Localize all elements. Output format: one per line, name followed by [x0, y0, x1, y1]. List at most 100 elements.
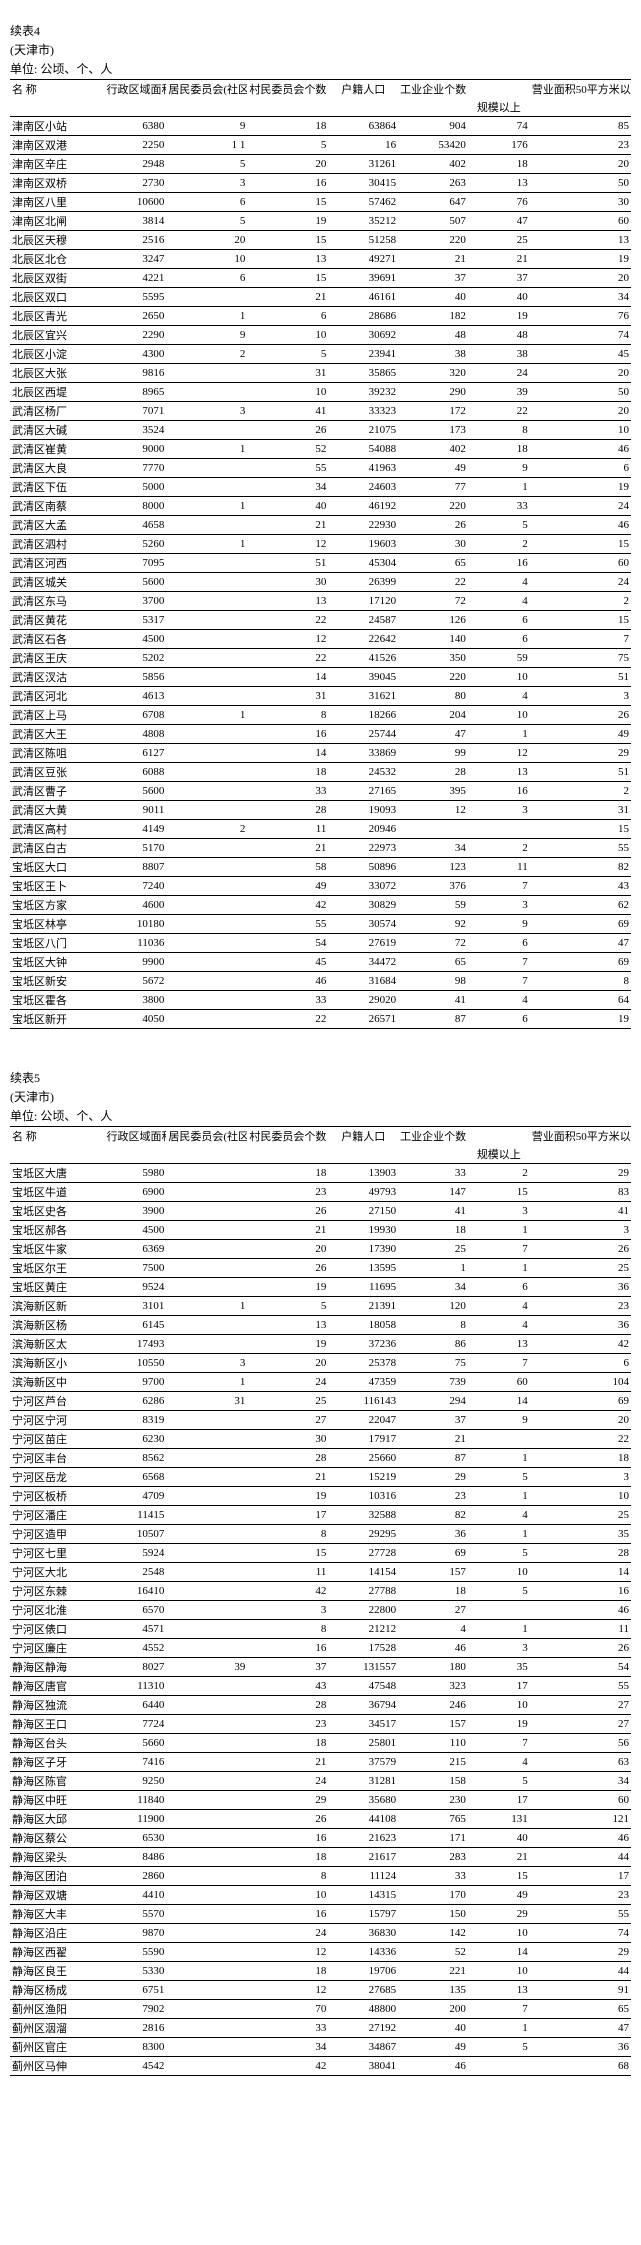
row-value: 10 [468, 668, 530, 687]
table-row: 武清区豆张60881824532281351 [10, 763, 631, 782]
row-value: 87 [398, 1010, 468, 1029]
row-name: 蓟州区官庄 [10, 2038, 105, 2057]
row-value: 51258 [328, 231, 398, 250]
row-value: 8 [398, 1316, 468, 1335]
row-value: 7 [468, 953, 530, 972]
row-value: 8486 [105, 1848, 167, 1867]
row-value: 402 [398, 440, 468, 459]
table-row: 北辰区天穆25162015512582202513 [10, 231, 631, 250]
row-name: 津南区八里 [10, 193, 105, 212]
row-value: 55 [530, 1905, 631, 1924]
row-value [166, 592, 247, 611]
row-value: 7770 [105, 459, 167, 478]
row-value: 46 [530, 440, 631, 459]
row-value: 15 [247, 231, 328, 250]
row-value [166, 1221, 247, 1240]
table-row: 津南区北闸3814519352125074760 [10, 212, 631, 231]
row-value: 20 [530, 155, 631, 174]
row-value: 15797 [328, 1905, 398, 1924]
row-name: 宁河区芦台 [10, 1392, 105, 1411]
column-header: 户籍人口 [328, 1127, 398, 1146]
row-name: 武清区大黄 [10, 801, 105, 820]
row-value: 6568 [105, 1468, 167, 1487]
row-value: 25 [468, 231, 530, 250]
row-value: 34 [398, 1278, 468, 1297]
table-row: 北辰区双街422161539691373720 [10, 269, 631, 288]
row-value: 40 [398, 2019, 468, 2038]
row-value: 35680 [328, 1791, 398, 1810]
column-header: 居民委员会(社区)个数 [166, 1127, 247, 1146]
table-row: 静海区梁头848618216172832144 [10, 1848, 631, 1867]
row-value: 16 [247, 174, 328, 193]
row-value: 3 [166, 402, 247, 421]
column-subheader [247, 1145, 328, 1164]
row-value: 21075 [328, 421, 398, 440]
row-value: 29 [530, 1943, 631, 1962]
row-value: 320 [398, 364, 468, 383]
row-value: 40 [468, 288, 530, 307]
row-name: 宝坻区黄庄 [10, 1278, 105, 1297]
row-value: 51 [530, 763, 631, 782]
row-value: 13903 [328, 1164, 398, 1183]
row-value: 29 [398, 1468, 468, 1487]
row-value [166, 763, 247, 782]
row-value: 35865 [328, 364, 398, 383]
row-value: 36 [530, 2038, 631, 2057]
row-value: 7071 [105, 402, 167, 421]
row-name: 武清区南蔡 [10, 497, 105, 516]
row-value: 24 [530, 497, 631, 516]
row-value: 2 [166, 345, 247, 364]
row-value: 4542 [105, 2057, 167, 2076]
row-value: 48 [398, 326, 468, 345]
row-value: 8319 [105, 1411, 167, 1430]
row-value: 4050 [105, 1010, 167, 1029]
row-value: 22 [247, 1010, 328, 1029]
row-value: 6145 [105, 1316, 167, 1335]
row-value: 150 [398, 1905, 468, 1924]
row-value: 4613 [105, 687, 167, 706]
row-value: 323 [398, 1677, 468, 1696]
row-value: 31 [247, 364, 328, 383]
row-value: 21 [468, 250, 530, 269]
row-value: 3900 [105, 1202, 167, 1221]
row-value: 26399 [328, 573, 398, 592]
row-value: 74 [468, 117, 530, 136]
row-name: 北辰区北仓 [10, 250, 105, 269]
row-value: 34867 [328, 2038, 398, 2057]
row-value: 42 [247, 1582, 328, 1601]
row-value: 5980 [105, 1164, 167, 1183]
row-value: 49 [398, 459, 468, 478]
row-value: 4571 [105, 1620, 167, 1639]
row-value: 17493 [105, 1335, 167, 1354]
row-value: 7 [468, 972, 530, 991]
row-value: 39 [468, 383, 530, 402]
row-name: 北辰区天穆 [10, 231, 105, 250]
row-value: 8 [247, 706, 328, 725]
row-value: 46 [247, 972, 328, 991]
row-value: 25 [398, 1240, 468, 1259]
table-row: 宁河区廉庄4552161752846326 [10, 1639, 631, 1658]
row-value: 116143 [328, 1392, 398, 1411]
table-row: 宝坻区尔王750026135951125 [10, 1259, 631, 1278]
row-value: 4 [468, 592, 530, 611]
row-name: 静海区团泊 [10, 1867, 105, 1886]
row-value: 65 [398, 554, 468, 573]
row-value: 42 [247, 2057, 328, 2076]
row-name: 武清区东马 [10, 592, 105, 611]
row-value: 4 [468, 1297, 530, 1316]
row-value: 24 [468, 364, 530, 383]
row-value: 18 [247, 763, 328, 782]
table-row: 武清区曹子56003327165395162 [10, 782, 631, 801]
row-value: 69 [530, 1392, 631, 1411]
row-value: 31 [247, 687, 328, 706]
row-value: 5 [247, 136, 328, 155]
row-value: 72 [398, 934, 468, 953]
row-value: 230 [398, 1791, 468, 1810]
row-value: 41 [247, 402, 328, 421]
row-value: 34 [247, 478, 328, 497]
row-value: 647 [398, 193, 468, 212]
row-value: 4410 [105, 1886, 167, 1905]
row-value: 2516 [105, 231, 167, 250]
row-value: 98 [398, 972, 468, 991]
row-value: 13 [247, 250, 328, 269]
